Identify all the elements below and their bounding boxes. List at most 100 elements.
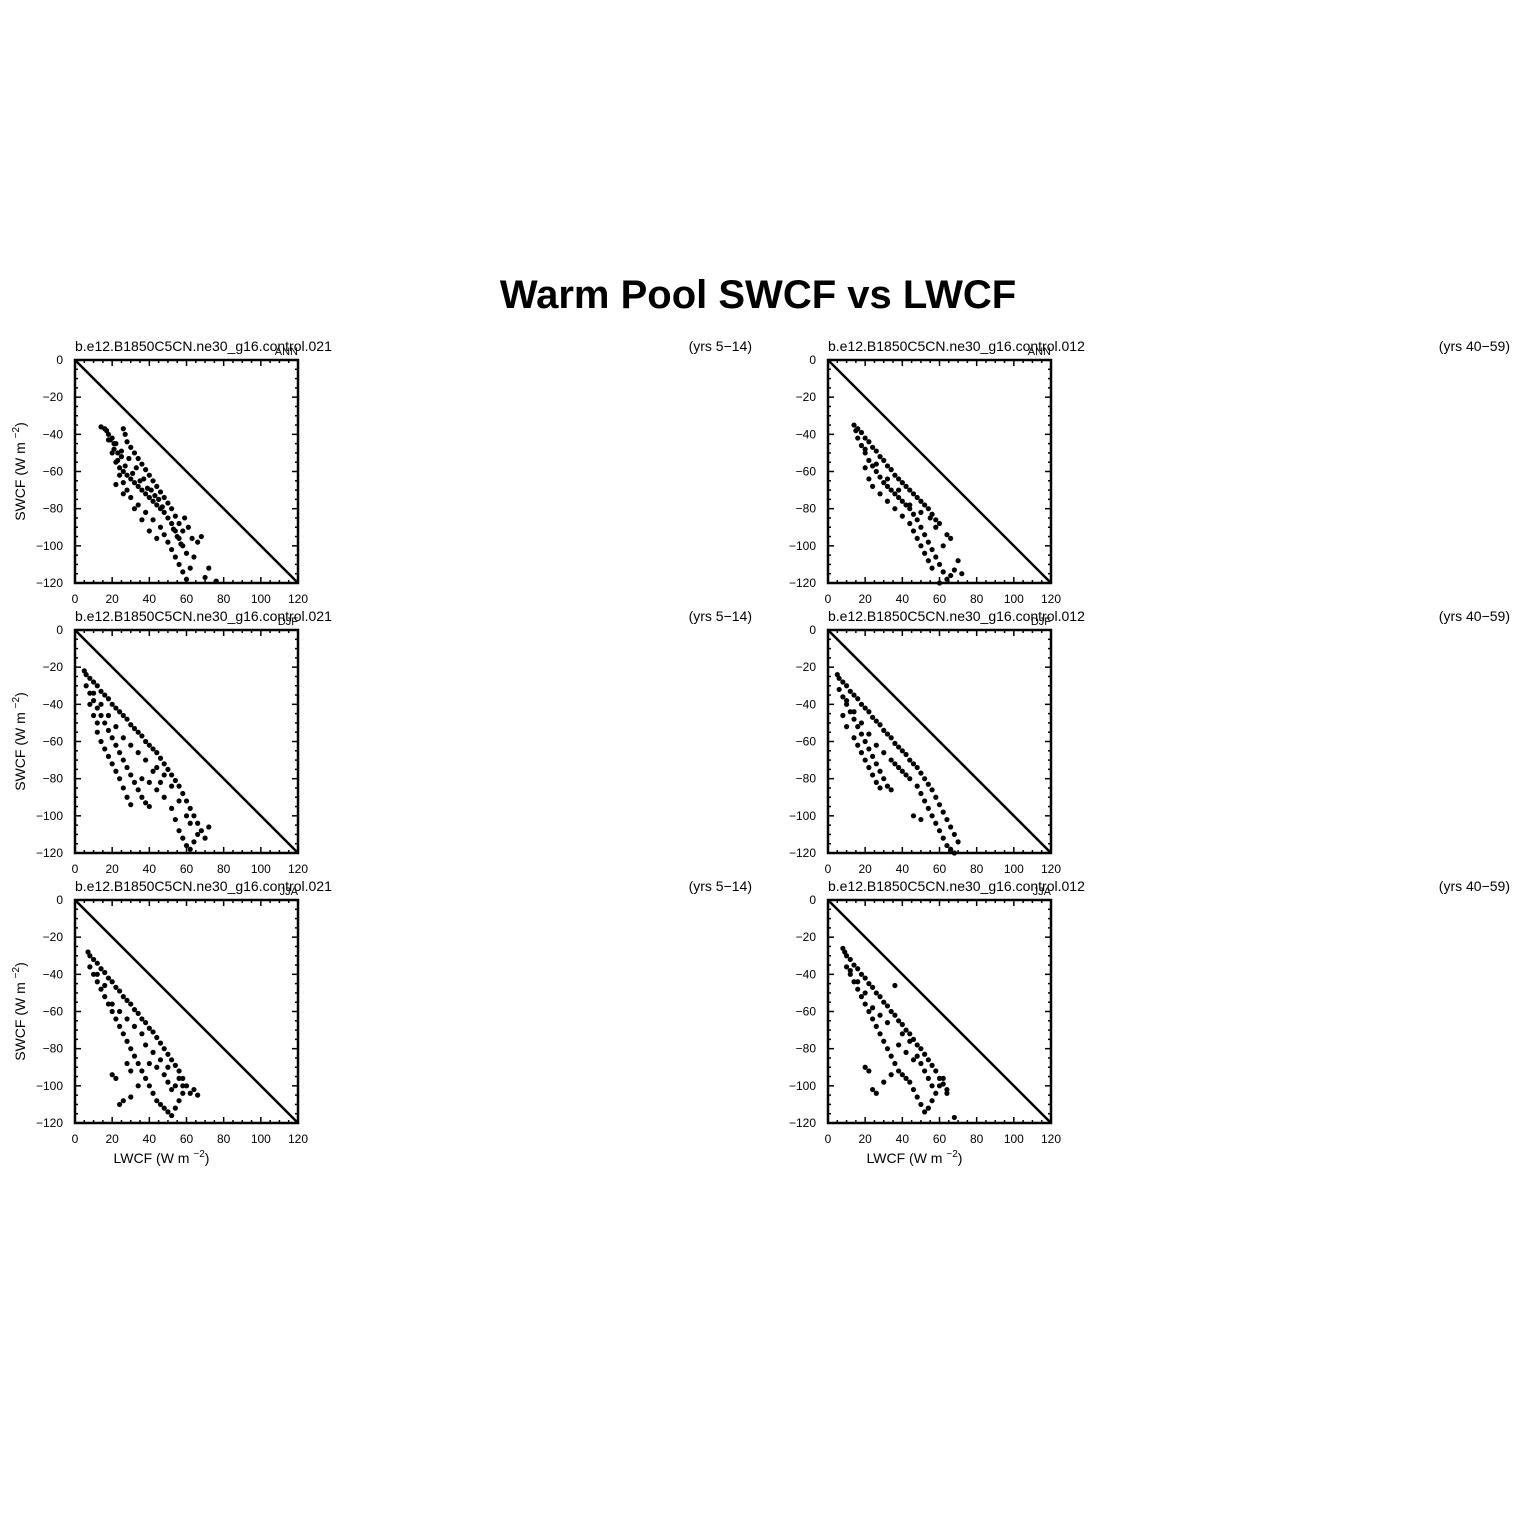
- scatter-point: [862, 1064, 868, 1070]
- scatter-point: [851, 716, 857, 722]
- scatter-point: [866, 457, 872, 463]
- x-tick-label: 120: [1041, 592, 1061, 606]
- scatter-point: [873, 448, 879, 454]
- scatter-point: [105, 696, 112, 702]
- scatter-point: [922, 532, 928, 538]
- y-tick-label: −60: [43, 735, 64, 749]
- scatter-point: [888, 467, 894, 473]
- scatter-point: [154, 750, 160, 756]
- scatter-point: [87, 690, 93, 696]
- scatter-point: [146, 472, 152, 478]
- scatter-point: [195, 1092, 201, 1098]
- scatter-point: [955, 839, 961, 845]
- scatter-point: [933, 524, 939, 530]
- scatter-point: [884, 498, 891, 504]
- panel-case-label: b.e12.B1850C5CN.ne30_g16.control.021: [75, 878, 332, 894]
- y-tick-label: 0: [809, 353, 816, 367]
- scatter-point: [936, 580, 943, 586]
- scatter-point: [918, 498, 924, 504]
- scatter-point: [128, 1068, 134, 1074]
- x-tick-label: 0: [825, 592, 832, 606]
- x-tick-label: 120: [1041, 862, 1061, 876]
- scatter-point: [94, 729, 100, 735]
- scatter-point: [176, 1068, 182, 1074]
- scatter-point: [120, 480, 126, 486]
- scatter-point: [922, 550, 928, 556]
- scatter-point: [877, 1031, 883, 1037]
- scatter-point: [124, 439, 130, 445]
- y-axis-label-close: ): [12, 422, 28, 427]
- scatter-point: [161, 1105, 167, 1111]
- scatter-point: [139, 1031, 145, 1037]
- scatter-point: [90, 712, 97, 719]
- scatter-point: [143, 1020, 149, 1026]
- scatter-point: [951, 850, 957, 856]
- y-axis-label-close: ): [12, 962, 28, 967]
- scatter-point: [851, 692, 857, 698]
- scatter-point: [150, 768, 156, 774]
- scatter-point: [90, 679, 97, 685]
- scatter-point: [135, 1010, 141, 1016]
- scatter-point: [853, 428, 859, 434]
- scatter-point: [910, 1086, 917, 1093]
- scatter-point: [124, 1060, 130, 1067]
- scatter-point: [940, 1075, 946, 1081]
- scatter-point: [157, 1040, 164, 1046]
- scatter-point: [918, 509, 924, 515]
- panel-case-label: b.e12.B1850C5CN.ne30_g16.control.021: [75, 608, 332, 624]
- x-tick-label: 20: [105, 1132, 119, 1146]
- y-axis-label-close: ): [12, 692, 28, 697]
- scatter-point: [944, 1086, 950, 1093]
- scatter-point: [843, 724, 850, 730]
- scatter-point: [914, 1053, 920, 1059]
- x-tick-label: 60: [933, 862, 947, 876]
- scatter-point: [948, 824, 954, 830]
- scatter-point: [896, 764, 902, 771]
- scatter-point: [929, 1083, 935, 1089]
- scatter-point: [888, 735, 894, 741]
- scatter-point: [183, 842, 190, 849]
- scatter-point: [90, 971, 97, 977]
- scatter-point: [154, 483, 160, 489]
- scatter-point: [169, 783, 175, 789]
- scatter-point: [102, 692, 108, 698]
- scatter-point: [103, 428, 110, 434]
- scatter-point: [851, 979, 857, 985]
- scatter-point: [840, 712, 846, 719]
- figure-title: Warm Pool SWCF vs LWCF: [500, 273, 1016, 317]
- panel-season-label: ANN: [275, 346, 298, 358]
- x-axis-label-text: LWCF (W m: [867, 1150, 947, 1166]
- scatter-point: [165, 500, 171, 506]
- scatter-point: [117, 465, 123, 471]
- x-tick-label: 80: [970, 862, 984, 876]
- scatter-point: [910, 1057, 917, 1063]
- scatter-point: [862, 450, 868, 456]
- y-axis-label: SWCF (W m −2): [11, 692, 28, 791]
- scatter-point: [178, 541, 184, 547]
- scatter-point: [881, 999, 887, 1005]
- one-to-one-line: [74, 629, 299, 854]
- x-tick-label: 0: [825, 862, 832, 876]
- scatter-point: [172, 554, 178, 560]
- scatter-point: [154, 1034, 160, 1041]
- panel-bottom-right: b.e12.B1850C5CN.ne30_g16.control.012 (yrs…: [789, 878, 1510, 1166]
- scatter-point: [154, 502, 160, 508]
- scatter-point: [165, 1079, 171, 1085]
- y-axis-label-text: SWCF (W m: [12, 708, 28, 790]
- scatter-point: [169, 805, 175, 812]
- scatter-point: [940, 543, 946, 549]
- scatter-point: [154, 764, 160, 771]
- y-tick-label: −20: [43, 660, 64, 674]
- scatter-point: [888, 487, 894, 493]
- y-tick-label: −60: [796, 735, 817, 749]
- scatter-point: [109, 1001, 115, 1007]
- scatter-point: [128, 772, 134, 778]
- scatter-point: [881, 727, 887, 733]
- scatter-point: [154, 1098, 160, 1104]
- scatter-point: [933, 1090, 939, 1096]
- scatter-point: [128, 444, 134, 450]
- scatter-point: [907, 502, 913, 508]
- scatter-point: [143, 467, 149, 473]
- y-tick-label: −80: [43, 502, 64, 516]
- scatter-point: [877, 491, 883, 497]
